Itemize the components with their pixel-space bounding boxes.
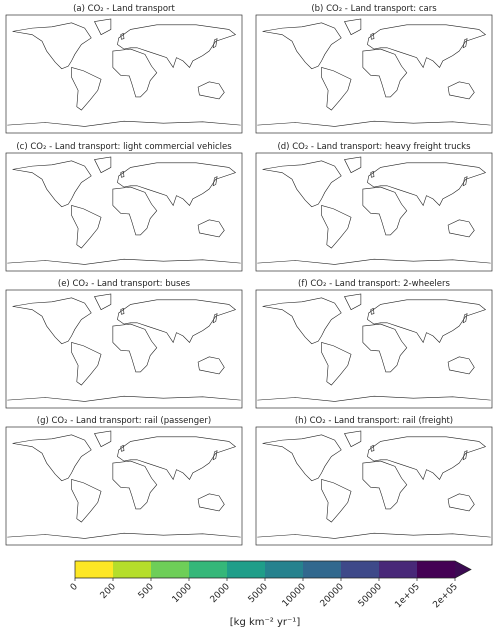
colorbar-bin (417, 561, 456, 578)
panel-title: (d) CO₂ - Land transport: heavy freight … (277, 142, 471, 152)
colorbar-label: [kg km⁻² yr⁻¹] (230, 617, 301, 628)
colorbar-tick-label: 1e+05 (393, 582, 421, 610)
colorbar-tick-label: 20000 (319, 582, 347, 610)
colorbar-bin (227, 561, 266, 578)
map-frame (255, 14, 493, 134)
colorbar-bin (341, 561, 380, 578)
map-frame (255, 426, 493, 546)
colorbar-bin (379, 561, 418, 578)
colorbar-tick-label: 1000 (171, 582, 194, 605)
colorbar-tick-label: 5000 (247, 582, 270, 605)
panel-title: (c) CO₂ - Land transport: light commerci… (16, 142, 232, 152)
panel-title: (e) CO₂ - Land transport: buses (58, 279, 191, 289)
colorbar-bin (189, 561, 228, 578)
map-frame (5, 426, 243, 546)
panel-title: (g) CO₂ - Land transport: rail (passenge… (37, 416, 211, 426)
colorbar-bin (303, 561, 342, 578)
map-panels: (a) CO₂ - Land transport (b) CO₂ - Land t… (5, 4, 493, 546)
colorbar-tick-label: 200 (99, 582, 118, 601)
colorbar-bin (151, 561, 190, 578)
colorbar-bin (113, 561, 152, 578)
colorbar-tick-label: 2e+05 (431, 582, 459, 610)
colorbar: 0 200 500 1000 2000 5000 10000 20000 50000 1e+05 2… (69, 560, 472, 628)
colorbar-outline (74, 560, 472, 579)
colorbar-tick-label: 10000 (281, 582, 309, 610)
colorbar-tick-label: 2000 (209, 582, 232, 605)
panel-title: (h) CO₂ - Land transport: rail (freight) (295, 416, 453, 426)
colorbar-extend (455, 561, 471, 578)
map-frame (255, 152, 493, 272)
map-frame (5, 289, 243, 409)
panel-title: (a) CO₂ - Land transport (73, 4, 175, 14)
map-frame (5, 152, 243, 272)
map-frame (5, 14, 243, 134)
colorbar-bin (75, 561, 114, 578)
panel-title: (f) CO₂ - Land transport: 2-wheelers (298, 279, 450, 289)
map-frame (255, 289, 493, 409)
colorbar-tick-label: 500 (137, 582, 156, 601)
colorbar-bin (265, 561, 304, 578)
colorbar-tick-label: 50000 (357, 582, 385, 610)
panel-title: (b) CO₂ - Land transport: cars (311, 4, 437, 14)
colorbar-tick-label: 0 (69, 582, 80, 593)
